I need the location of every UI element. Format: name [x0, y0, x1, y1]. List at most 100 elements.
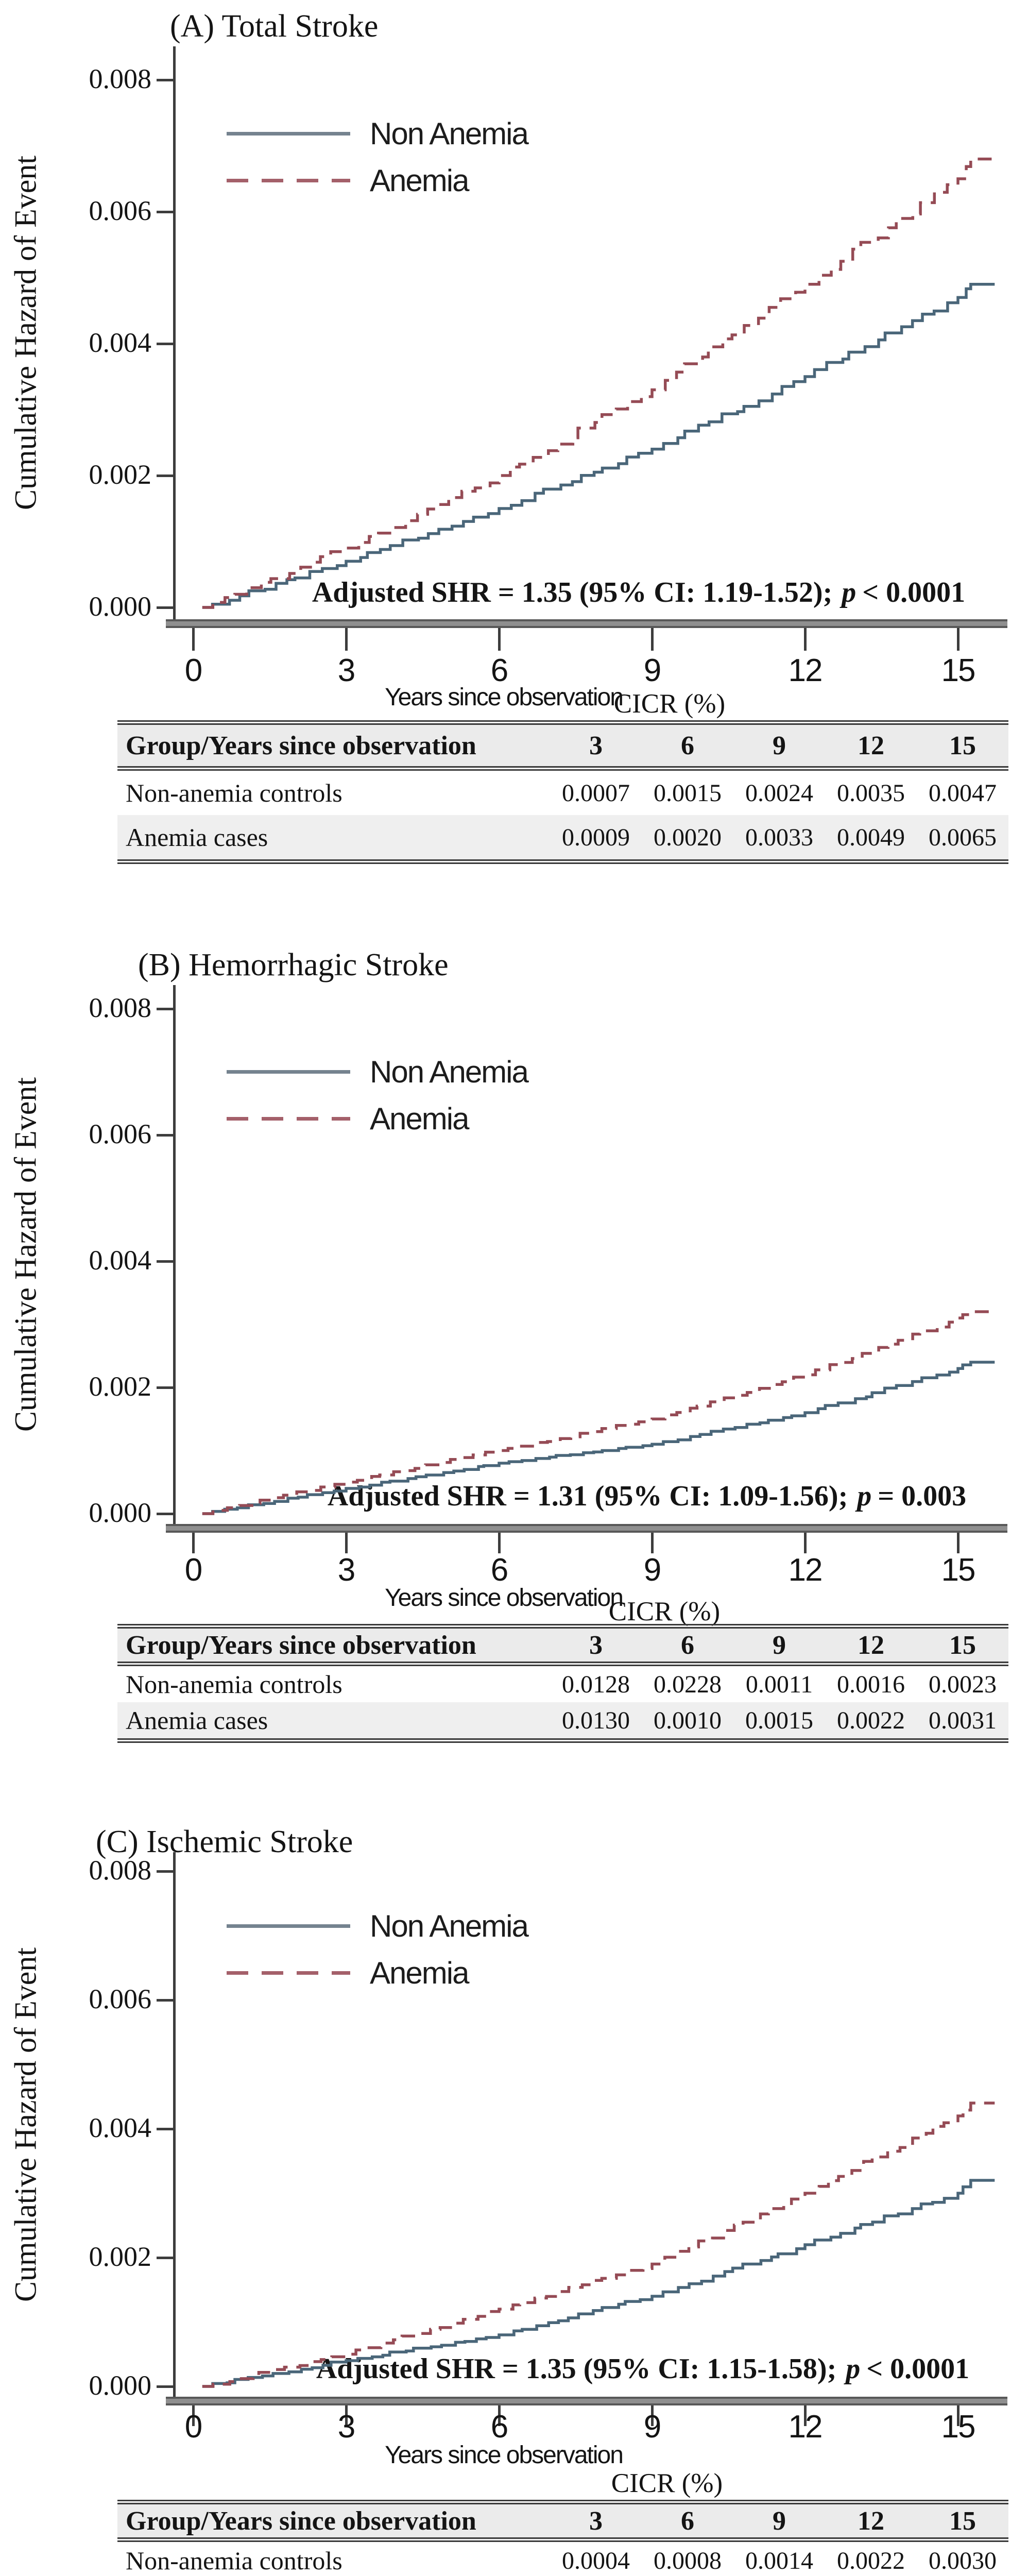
- table-header-year: 15: [949, 1630, 976, 1660]
- cicr-value: 0.0128: [562, 1670, 630, 1698]
- cicr-value: 0.0015: [654, 779, 722, 807]
- cicr-value: 0.0016: [837, 1670, 905, 1698]
- table-header-row: Group/Years since observation 3 6 9 12 1…: [117, 722, 1008, 769]
- x-tick-label: 12: [788, 2409, 823, 2445]
- non-anemia-curve: [202, 2179, 995, 2388]
- row-label: Non-anemia controls: [126, 1670, 342, 1699]
- legend-label: Anemia: [370, 1955, 469, 1990]
- x-tick-label: 0: [184, 653, 202, 688]
- y-tick-label: 0.000: [89, 591, 152, 622]
- y-axis-tick: [157, 2128, 174, 2130]
- table-header-year: 12: [858, 731, 884, 760]
- x-axis-bar: [166, 1524, 1007, 1533]
- y-axis-tick: [157, 1134, 174, 1137]
- table-header-group: Group/Years since observation: [126, 1630, 476, 1660]
- dashed-line-swatch-icon: [227, 1971, 350, 1975]
- legend-row-anemia: Anemia: [227, 1101, 528, 1136]
- y-tick-label: 0.002: [89, 1371, 152, 1402]
- x-axis-tick: [804, 2405, 807, 2426]
- table-header-year: 6: [681, 2506, 694, 2536]
- table-header-year: 3: [589, 2506, 603, 2536]
- x-axis-tick: [804, 628, 807, 651]
- x-axis-tick: [651, 2405, 654, 2426]
- table-header-row: Group/Years since observation 3 6 9 12 1…: [117, 2502, 1008, 2540]
- legend-row-non-anemia: Non Anemia: [227, 1055, 529, 1089]
- legend-label: Anemia: [370, 1101, 469, 1136]
- x-axis-label: Years since observation: [385, 684, 624, 711]
- dashed-line-swatch-icon: [227, 178, 350, 182]
- x-axis-tick: [498, 2405, 501, 2426]
- x-axis-bar: [166, 619, 1007, 628]
- x-tick-label: 12: [788, 653, 823, 688]
- panel-title: (A) Total Stroke: [170, 9, 379, 44]
- legend: Non Anemia Anemia: [227, 116, 529, 198]
- solid-line-swatch-icon: [227, 131, 350, 135]
- x-axis-tick: [957, 628, 960, 651]
- table-header-year: 9: [773, 1630, 786, 1660]
- y-axis-tick: [157, 1870, 174, 1873]
- y-tick-label: 0.008: [89, 992, 152, 1023]
- table-header-row: Group/Years since observation 3 6 9 12 1…: [117, 1626, 1008, 1664]
- row-label: Anemia cases: [126, 823, 268, 852]
- x-tick-label: 15: [941, 1552, 976, 1588]
- non-anemia-curve: [202, 283, 995, 609]
- cicr-value: 0.0011: [745, 1670, 813, 1698]
- y-tick-label: 0.000: [89, 2370, 152, 2401]
- cicr-value: 0.0015: [745, 1706, 813, 1734]
- cicr-value: 0.0014: [745, 2547, 813, 2574]
- cicr-value: 0.0023: [929, 1670, 997, 1698]
- cicr-value: 0.0228: [654, 1670, 722, 1698]
- y-tick-label: 0.006: [89, 1118, 152, 1149]
- x-axis-tick: [345, 628, 348, 651]
- cicr-value: 0.0047: [929, 779, 997, 807]
- row-label: Non-anemia controls: [126, 778, 342, 807]
- y-axis-tick: [157, 343, 174, 345]
- x-tick-label: 9: [643, 2409, 661, 2445]
- cicr-value: 0.0031: [929, 1706, 997, 1734]
- x-axis-tick: [345, 2405, 348, 2426]
- y-axis-line: [173, 1852, 176, 2397]
- cicr-value: 0.0010: [654, 1706, 722, 1734]
- table-row: Non-anemia controls 0.0004 0.0008 0.0014…: [117, 2540, 1008, 2576]
- cicr-table: Group/Years since observation 3 6 9 12 1…: [117, 2500, 1008, 2576]
- x-axis-tick: [804, 1533, 807, 1553]
- x-axis-tick: [192, 1533, 195, 1553]
- panel-total-stroke: (A) Total Stroke Cumulative Hazard of Ev…: [0, 0, 1028, 934]
- cicr-value: 0.0022: [837, 2547, 905, 2574]
- x-axis-tick: [957, 1533, 960, 1553]
- y-axis-tick: [157, 79, 174, 81]
- y-axis-tick: [157, 474, 174, 477]
- table-header-year: 15: [949, 2506, 976, 2536]
- non-anemia-curve: [202, 1361, 995, 1515]
- y-tick-label: 0.000: [89, 1497, 152, 1528]
- cicr-value: 0.0065: [929, 823, 997, 851]
- legend-row-non-anemia: Non Anemia: [227, 116, 529, 151]
- y-axis-tick: [157, 1513, 174, 1515]
- table-header-year: 6: [681, 731, 694, 760]
- y-axis-line: [173, 46, 176, 619]
- y-tick-label: 0.002: [89, 2241, 152, 2272]
- cicr-value: 0.0024: [745, 779, 813, 807]
- x-tick-label: 6: [490, 2409, 508, 2445]
- y-tick-label: 0.006: [89, 195, 152, 226]
- shr-text: Adjusted SHR = 1.35 (95% CI: 1.19-1.52);: [312, 577, 833, 608]
- table-header-year: 6: [681, 1630, 694, 1660]
- cicr-label: CICR (%): [611, 2468, 723, 2498]
- anemia-curve: [202, 2102, 995, 2388]
- p-symbol: p: [842, 577, 856, 608]
- cicr-value: 0.0130: [562, 1706, 630, 1734]
- p-value: = 0.003: [878, 1480, 967, 1512]
- x-axis-bar: [166, 2397, 1007, 2405]
- cicr-value: 0.0035: [837, 779, 905, 807]
- x-tick-label: 3: [337, 2409, 355, 2445]
- x-tick-label: 9: [643, 1552, 661, 1588]
- solid-line-swatch-icon: [227, 1924, 350, 1928]
- x-tick-label: 12: [788, 1552, 823, 1588]
- anemia-curve: [202, 1310, 995, 1515]
- table-header-group: Group/Years since observation: [126, 2506, 476, 2536]
- y-axis-tick: [157, 606, 174, 609]
- cicr-value: 0.0033: [745, 823, 813, 851]
- cicr-label: CICR (%): [613, 689, 726, 719]
- table-row: Non-anemia controls 0.0007 0.0015 0.0024…: [117, 769, 1008, 816]
- x-axis-tick: [651, 628, 654, 651]
